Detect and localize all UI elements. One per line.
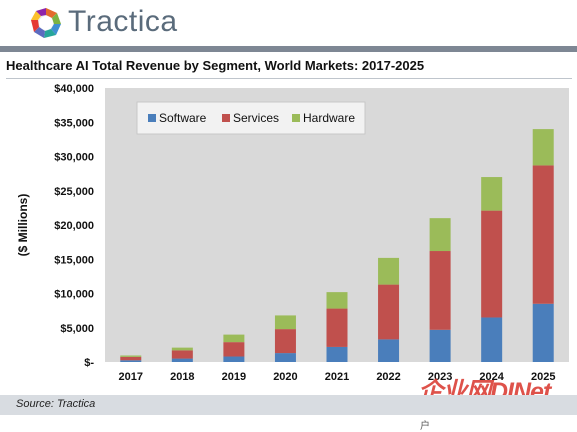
footer-bar xyxy=(0,395,577,415)
bar-software-2019 xyxy=(223,356,245,362)
legend-swatch-services xyxy=(222,114,230,122)
y-tick-label: $35,000 xyxy=(54,117,94,129)
x-tick-label: 2020 xyxy=(273,371,297,383)
bar-hardware-2020 xyxy=(274,315,296,330)
bar-hardware-2017 xyxy=(120,355,142,357)
brand-name: Tractica xyxy=(68,5,178,38)
x-tick-label: 2018 xyxy=(170,371,194,383)
bar-services-2024 xyxy=(481,210,503,318)
legend-label-hardware: Hardware xyxy=(303,111,355,125)
x-tick-label: 2021 xyxy=(325,371,349,383)
legend: Software Services Hardware xyxy=(136,101,366,135)
x-tick-label: 2024 xyxy=(479,371,504,383)
bar-hardware-2022 xyxy=(378,257,400,285)
bar-services-2020 xyxy=(274,329,296,354)
source-note: Source: Tractica xyxy=(16,398,96,410)
x-axis-ticks: 2017 2018 2019 2020 2021 2022 2023 2024 2025 xyxy=(119,371,556,383)
bar-services-2021 xyxy=(326,308,348,347)
bar-services-2017 xyxy=(120,356,142,361)
bar-software-2018 xyxy=(171,358,193,362)
bars xyxy=(120,129,554,362)
bar-services-2018 xyxy=(171,350,193,359)
tractica-logo-icon xyxy=(31,8,61,38)
bar-hardware-2024 xyxy=(481,177,503,211)
bar-hardware-2021 xyxy=(326,292,348,309)
y-axis-label: ($ Millions) xyxy=(16,194,30,257)
title-divider xyxy=(6,78,572,79)
y-tick-label: $5,000 xyxy=(60,323,94,335)
bar-software-2025 xyxy=(532,303,554,362)
x-tick-label: 2025 xyxy=(531,371,555,383)
y-tick-label: $10,000 xyxy=(54,289,94,301)
y-tick-label: $30,000 xyxy=(54,152,94,164)
bar-software-2023 xyxy=(429,329,451,362)
y-tick-label: $15,000 xyxy=(54,254,94,266)
bar-services-2025 xyxy=(532,165,554,304)
bar-hardware-2025 xyxy=(532,129,554,166)
header-band xyxy=(0,46,577,52)
bar-hardware-2023 xyxy=(429,218,451,252)
bar-software-2020 xyxy=(274,353,296,362)
y-axis-ticks: $- $5,000 $10,000 $15,000 $20,000 $25,000 $30,… xyxy=(54,83,94,369)
header: Tractica xyxy=(0,0,577,46)
bar-software-2024 xyxy=(481,317,503,362)
legend-swatch-software xyxy=(148,114,156,122)
bar-hardware-2019 xyxy=(223,334,245,343)
legend-box xyxy=(136,101,366,135)
x-tick-label: 2022 xyxy=(376,371,400,383)
y-tick-label: $20,000 xyxy=(54,220,94,232)
bar-software-2021 xyxy=(326,346,348,362)
x-tick-label: 2019 xyxy=(222,371,246,383)
x-tick-label: 2017 xyxy=(119,371,143,383)
bar-hardware-2018 xyxy=(171,347,193,351)
bar-software-2017 xyxy=(120,360,142,362)
bar-services-2023 xyxy=(429,251,451,330)
legend-swatch-hardware xyxy=(292,114,300,122)
legend-label-software: Software xyxy=(159,111,207,125)
x-tick-label: 2023 xyxy=(428,371,452,383)
y-tick-label: $- xyxy=(84,357,94,369)
y-tick-label: $40,000 xyxy=(54,83,94,95)
legend-label-services: Services xyxy=(233,111,279,125)
y-tick-label: $25,000 xyxy=(54,186,94,198)
bar-software-2022 xyxy=(378,339,400,362)
chart-title: Healthcare AI Total Revenue by Segment, … xyxy=(6,58,425,73)
bar-services-2022 xyxy=(378,284,400,340)
stacked-bar-chart: ($ Millions) $- $5,000 $10,000 $15,000 $20,0… xyxy=(16,83,569,383)
bar-services-2019 xyxy=(223,342,245,357)
